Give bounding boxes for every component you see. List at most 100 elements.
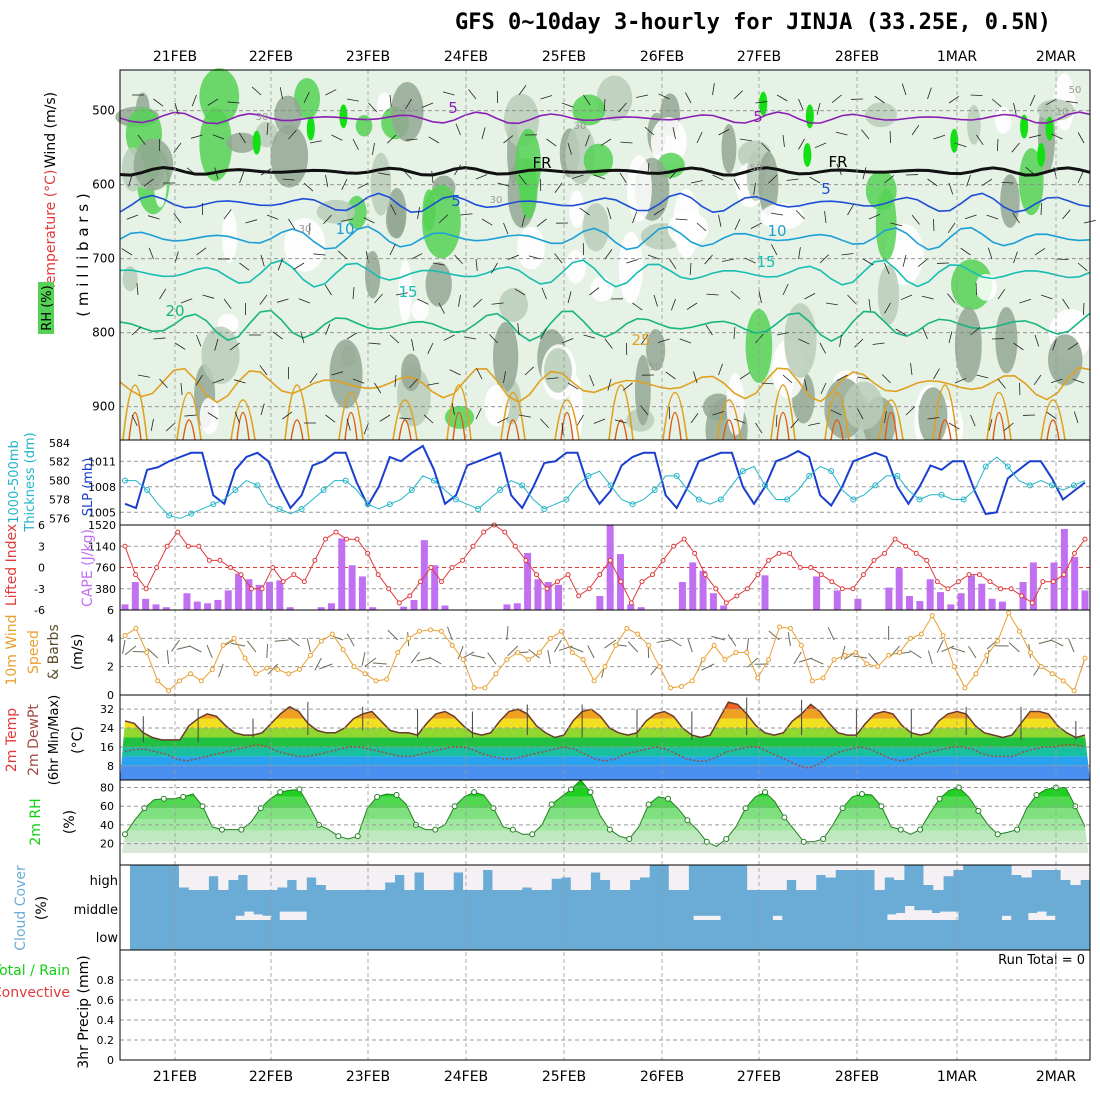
isotherm-line (119, 165, 1091, 177)
thickness-marker (717, 496, 724, 503)
lifted-index-marker (312, 557, 318, 563)
date-label-top: 24FEB (444, 49, 488, 65)
surface-wind-barb (909, 649, 922, 659)
upper-wind-barb (309, 140, 322, 144)
cloud-high-bar (257, 865, 268, 890)
isotherm-line (128, 412, 142, 441)
lifted-index-marker (512, 543, 518, 549)
upper-wind-barb (191, 94, 197, 107)
cape-bar (988, 598, 996, 610)
wind-speed-marker (242, 655, 248, 661)
upper-wind-barb (696, 131, 703, 144)
wind-tick-label: 0 (107, 689, 114, 702)
wind-speed-marker (1060, 678, 1066, 684)
cloud-high-bar (208, 865, 219, 877)
wind-speed-marker (711, 642, 717, 648)
rh-blob (226, 132, 258, 153)
lifted-index-axis-label: Lifted Index (4, 524, 20, 606)
upper-wind-barb (468, 89, 477, 100)
thickness-marker (784, 496, 791, 503)
cloud-high-bar (776, 865, 787, 890)
upper-wind-barb (814, 142, 827, 149)
cape-bar (348, 565, 356, 610)
upper-wind-barb (245, 219, 258, 224)
upper-wind-barb (890, 222, 903, 227)
upper-wind-barb (884, 302, 891, 314)
upper-wind-barb (830, 409, 842, 416)
upper-wind-barb (657, 338, 670, 343)
upper-wind-barb (159, 378, 168, 389)
surface-wind-barb (266, 643, 269, 659)
upper-wind-barb (819, 254, 829, 264)
upper-wind-barb (824, 211, 827, 224)
wind-speed-marker (602, 664, 608, 670)
upper-wind-barb (718, 214, 722, 227)
cloud-high-bar (923, 865, 934, 885)
upper-wind-barb (394, 374, 397, 387)
rh-blob (517, 226, 545, 270)
upper-wind-barb (948, 95, 960, 104)
thickness-marker (1048, 482, 1055, 489)
upper-wind-barb (1046, 411, 1057, 420)
pressure-tick-label: 500 (92, 104, 115, 118)
cloud-middle-bar (949, 911, 959, 920)
date-label-top: 27FEB (737, 49, 781, 65)
upper-wind-barb (427, 342, 434, 354)
lifted-index-marker (882, 550, 888, 556)
contour-label: 25 (631, 331, 650, 349)
rh-blob (1047, 334, 1083, 386)
upper-wind-barb (458, 294, 461, 307)
thickness-marker (497, 487, 504, 494)
lifted-index-marker (375, 572, 381, 578)
precip-tick-label: 0.8 (97, 974, 115, 987)
cape-bar (121, 604, 129, 610)
cloud-middle-bar (896, 913, 906, 920)
lifted-index-marker (280, 579, 286, 585)
upper-wind-barb (128, 174, 133, 187)
lifted-index-marker (987, 579, 993, 585)
lifted-index-marker (1019, 593, 1025, 599)
upper-wind-barb (603, 98, 606, 111)
cloud-high-bar (404, 865, 415, 890)
upper-wind-barb (395, 292, 408, 296)
wind-speed-marker (831, 657, 837, 663)
cape-bar (978, 583, 986, 610)
rh-blob (569, 376, 583, 444)
thickness-marker (408, 487, 415, 494)
upper-wind-barb (475, 174, 488, 180)
cloud-high-bar (178, 865, 190, 888)
surface-wind-barb (627, 641, 639, 653)
temp-tick-label: 32 (100, 703, 114, 716)
rh-line (124, 779, 1086, 847)
rh-marker (490, 805, 497, 812)
date-label-top: 1MAR (937, 49, 978, 65)
upper-wind-barb (153, 337, 166, 340)
upper-wind-barb (816, 102, 821, 115)
upper-wind-barb (518, 414, 531, 418)
upper-wind-barb (567, 291, 572, 304)
temp-band (120, 737, 1090, 747)
wind-speed-marker (907, 635, 913, 641)
upper-wind-barb (804, 378, 808, 391)
lifted-index-marker (892, 536, 898, 542)
upper-wind-barb (640, 334, 649, 345)
rh-marker (1033, 791, 1040, 798)
rh-blob (875, 188, 897, 261)
cloud-high-bar (943, 865, 954, 877)
lifted-index-marker (966, 572, 972, 578)
contour-label: 5 (451, 192, 461, 210)
upper-wind-barb (137, 134, 146, 145)
thickness-marker (806, 472, 813, 479)
upper-wind-barb (165, 422, 176, 432)
upper-wind-barb (438, 302, 445, 314)
lifted-index-marker (438, 579, 444, 585)
rh-blob (646, 329, 666, 371)
upper-wind-barb (825, 302, 838, 306)
upper-wind-barb (987, 247, 993, 260)
rh-blob (1018, 148, 1044, 216)
upper-wind-barb (1034, 334, 1040, 347)
wind-speed-marker (984, 652, 990, 658)
contour-label: 50 (1069, 85, 1082, 96)
cloud-high-bar (482, 865, 493, 870)
upper-wind-barb (303, 182, 314, 192)
